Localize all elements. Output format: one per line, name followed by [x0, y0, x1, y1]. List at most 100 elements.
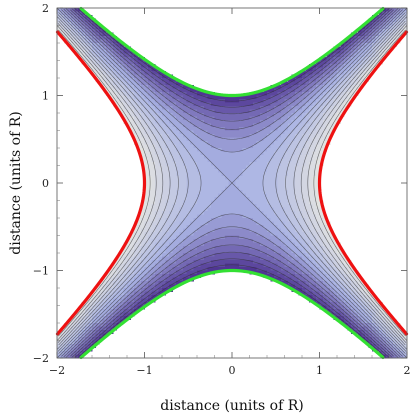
contour-band-cell	[81, 25, 86, 30]
contour-band-cell	[246, 200, 250, 205]
contour-band-cell	[186, 186, 191, 191]
contour-band-cell	[316, 204, 320, 208]
contour-band-cell	[214, 200, 219, 205]
contour-band-cell	[326, 246, 331, 250]
contour-band-cell	[312, 151, 317, 156]
contour-band-cell	[305, 232, 310, 236]
contour-band-cell	[309, 165, 313, 170]
contour-band-cell	[155, 260, 159, 264]
contour-band-cell	[263, 256, 268, 261]
contour-band-cell	[260, 130, 264, 135]
contour-band-cell	[113, 39, 117, 44]
contour-band-cell	[228, 260, 233, 264]
contour-band-cell	[263, 116, 268, 121]
contour-band-cell	[330, 295, 334, 299]
contour-band-cell	[204, 99, 208, 103]
contour-band-cell	[302, 256, 306, 261]
contour-band-cell	[221, 169, 226, 173]
contour-band-cell	[344, 88, 348, 93]
contour-band-cell	[211, 113, 215, 117]
contour-band-cell	[333, 295, 338, 299]
contour-band-cell	[218, 221, 222, 226]
contour-band-cell	[172, 274, 177, 278]
contour-band-cell	[137, 134, 142, 138]
contour-band-cell	[78, 344, 82, 348]
contour-band-cell	[267, 267, 271, 271]
contour-band-cell	[281, 85, 285, 89]
contour-band-cell	[148, 190, 152, 194]
contour-band-cell	[155, 179, 159, 184]
contour-band-cell	[127, 64, 131, 68]
contour-band-cell	[214, 225, 219, 229]
contour-band-cell	[71, 18, 75, 23]
contour-band-cell	[211, 211, 215, 215]
contour-band-cell	[120, 67, 124, 72]
contour-band-cell	[337, 302, 341, 306]
contour-band-cell	[144, 78, 149, 82]
contour-band-cell	[340, 92, 345, 96]
contour-band-cell	[253, 144, 257, 149]
contour-line	[57, 23, 164, 343]
contour-band-cell	[242, 106, 247, 110]
contour-band-cell	[130, 242, 135, 247]
contour-band-cell	[368, 60, 373, 65]
contour-band-cell	[295, 106, 299, 110]
contour-band-cell	[165, 235, 170, 240]
contour-band-cell	[179, 214, 184, 219]
contour-band-cell	[295, 242, 299, 247]
contour-band-cell	[162, 78, 166, 82]
contour-band-cell	[106, 302, 110, 306]
contour-band-cell	[144, 183, 149, 187]
contour-band-cell	[270, 274, 275, 278]
contour-band-cell	[316, 270, 320, 275]
contour-band-cell	[344, 316, 348, 320]
contour-band-cell	[249, 95, 254, 100]
contour-band-cell	[85, 22, 89, 26]
contour-band-cell	[151, 85, 156, 89]
contour-band-cell	[95, 326, 100, 331]
contour-band-cell	[281, 95, 285, 100]
contour-band-cell	[403, 8, 408, 12]
contour-band-cell	[158, 95, 163, 100]
contour-band-cell	[92, 295, 96, 299]
contour-band-cell	[284, 141, 289, 145]
contour-band-cell	[88, 312, 93, 317]
contour-band-cell	[109, 295, 114, 299]
contour-band-cell	[64, 22, 68, 26]
contour-band-cell	[197, 162, 201, 166]
contour-band-cell	[179, 249, 184, 254]
contour-band-cell	[309, 151, 313, 156]
contour-band-cell	[288, 277, 292, 282]
contour-band-cell	[326, 109, 331, 114]
contour-band-cell	[148, 81, 152, 86]
contour-band-cell	[389, 333, 394, 338]
contour-band-cell	[354, 39, 359, 44]
contour-band-cell	[165, 256, 170, 261]
contour-band-cell	[134, 228, 138, 233]
contour-band-cell	[295, 176, 299, 180]
contour-band-cell	[333, 71, 338, 75]
contour-band-cell	[284, 183, 289, 187]
contour-band-cell	[148, 106, 152, 110]
contour-band-cell	[305, 204, 310, 208]
contour-band-cell	[204, 235, 208, 240]
contour-band-cell	[291, 228, 296, 233]
contour-band-cell	[379, 50, 383, 54]
contour-band-cell	[389, 330, 394, 334]
contour-band-cell	[155, 291, 159, 296]
contour-band-cell	[120, 78, 124, 82]
contour-band-cell	[197, 158, 201, 163]
contour-band-cell	[326, 64, 331, 68]
contour-band-cell	[302, 204, 306, 208]
contour-band-cell	[288, 211, 292, 215]
contour-band-cell	[193, 249, 198, 254]
contour-band-cell	[151, 197, 156, 201]
contour-band-cell	[134, 123, 138, 128]
contour-band-cell	[172, 106, 177, 110]
contour-band-cell	[183, 214, 187, 219]
contour-band-cell	[277, 85, 282, 89]
contour-band-cell	[218, 218, 222, 222]
contour-band-cell	[281, 246, 285, 250]
contour-band-cell	[239, 158, 243, 163]
contour-band-cell	[284, 232, 289, 236]
